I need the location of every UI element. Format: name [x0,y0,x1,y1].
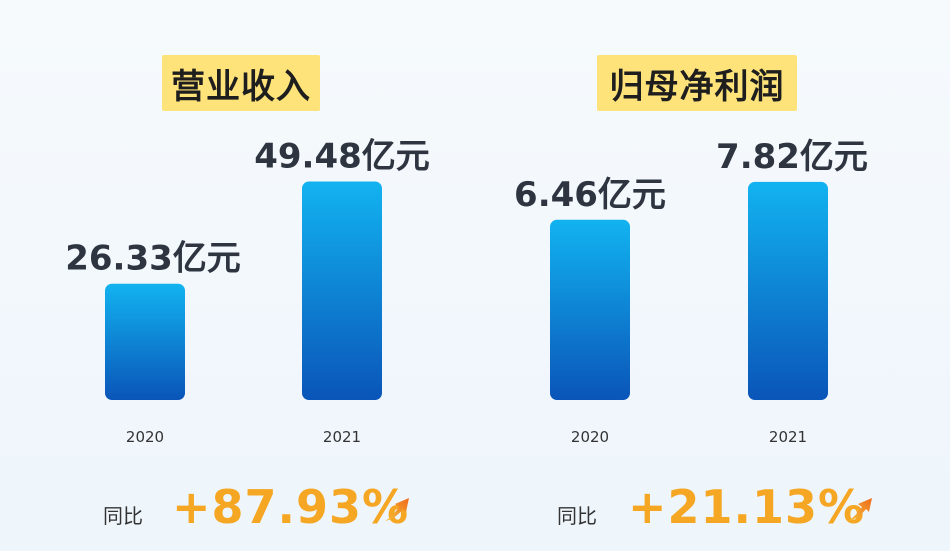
trend-up-arrow-icon [848,498,872,521]
net-profit-bar-chart: 6.46亿元 2020 7.82亿元 2021 [514,137,868,446]
bar-2020 [105,283,185,400]
tick-label-2020: 2020 [571,428,609,446]
yoy-label: 同比 [103,504,143,528]
chart-title: 营业收入 [162,55,320,111]
yoy-value: +87.93% [172,480,410,534]
revenue-bar-chart: 26.33亿元 2020 49.48亿元 2021 [65,136,430,446]
value-label-2020: 26.33亿元 [65,239,241,279]
yoy-value: +21.13% [628,480,866,534]
value-label-2021: 49.48亿元 [254,136,430,176]
bar-2020 [550,219,630,400]
bar-2021 [748,181,828,400]
yoy-label: 同比 [557,504,597,528]
value-label-2021: 7.82亿元 [716,137,868,177]
trend-up-arrow-icon [385,498,409,521]
tick-label-2021: 2021 [323,428,361,446]
chart-title: 归母净利润 [597,55,797,111]
value-label-2020: 6.46亿元 [514,175,666,215]
bar-2021 [302,181,382,400]
net-profit-panel: 归母净利润 6.46亿元 2020 7.82亿元 2021 同比 +21.13% [475,0,950,551]
revenue-panel: 营业收入 26.33亿元 2020 49.48亿元 2021 同比 +87.93% [65,55,430,534]
tick-label-2020: 2020 [126,428,164,446]
tick-label-2021: 2021 [769,428,807,446]
